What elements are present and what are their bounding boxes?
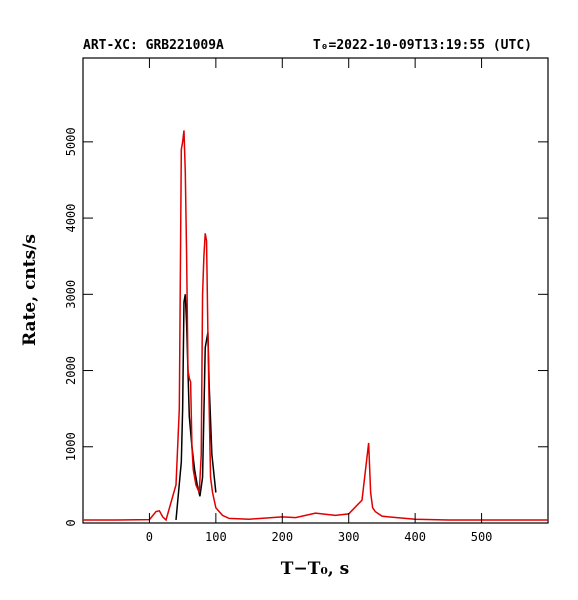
y-axis-label: Rate, cnts/s — [20, 234, 40, 346]
x-tick-label: 400 — [404, 530, 426, 544]
x-tick-label: 100 — [205, 530, 227, 544]
plot-frame — [82, 57, 549, 524]
y-tick-label: 2000 — [64, 356, 78, 385]
x-tick-label: 500 — [471, 530, 493, 544]
chart-title: ART-XC: GRB221009A — [83, 38, 224, 53]
x-tick-label: 300 — [338, 530, 360, 544]
chart-subtitle: T₀=2022-10-09T13:19:55 (UTC) — [313, 38, 532, 53]
y-tick-label: 4000 — [64, 204, 78, 233]
x-tick-label: 0 — [146, 530, 153, 544]
y-tick-label: 0 — [64, 519, 78, 526]
x-axis-label: T−T₀, s — [281, 559, 349, 579]
y-tick-label: 3000 — [64, 280, 78, 309]
data-line — [83, 130, 548, 522]
plot-area — [83, 130, 548, 522]
x-tick-label: 200 — [271, 530, 293, 544]
y-tick-label: 5000 — [64, 127, 78, 156]
y-tick-label: 1000 — [64, 432, 78, 461]
